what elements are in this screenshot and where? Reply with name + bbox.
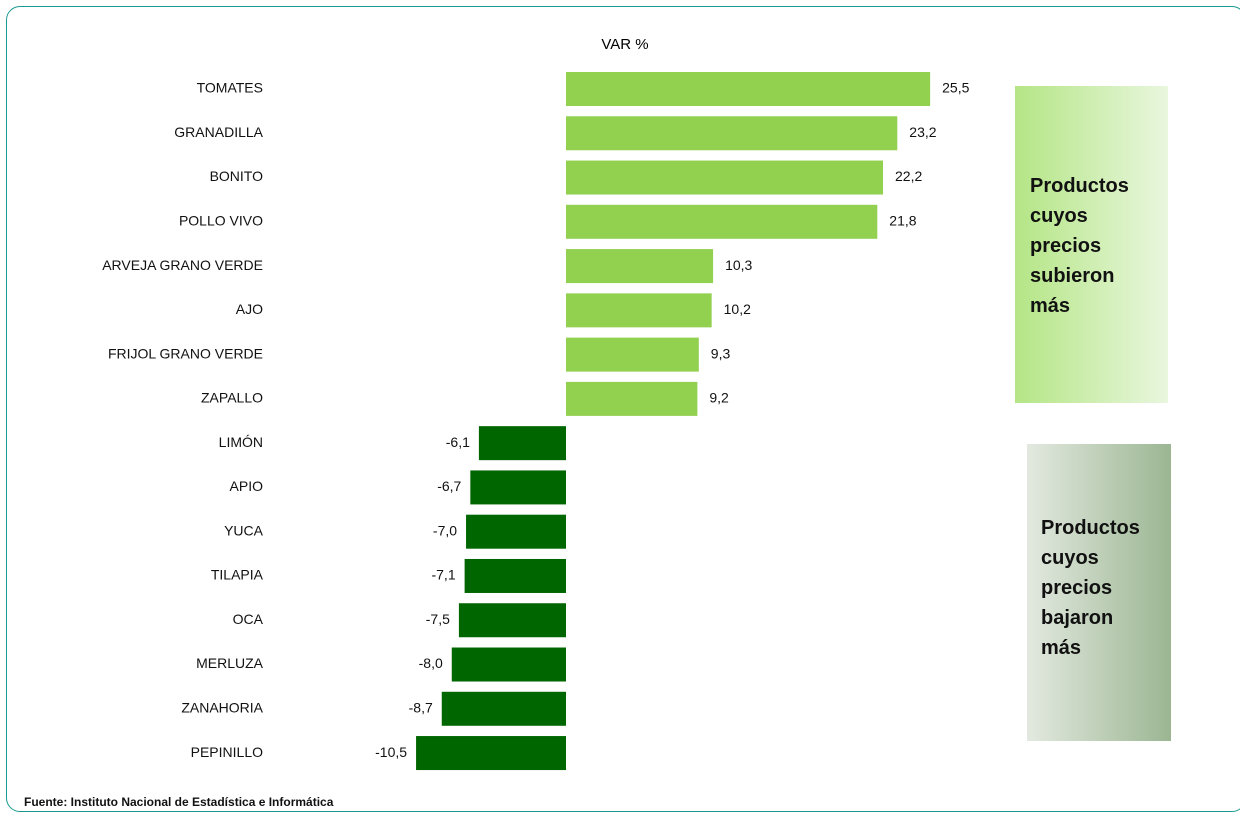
category-label: TILAPIA (211, 567, 264, 583)
value-label: 25,5 (942, 80, 969, 96)
value-label: 23,2 (909, 124, 936, 140)
bar (566, 249, 714, 284)
bar (566, 160, 884, 195)
value-label: 10,2 (724, 301, 751, 317)
value-label: 9,3 (711, 345, 731, 361)
annotation-box: Productos cuyos precios bajaron más (1027, 444, 1171, 741)
bar (566, 116, 898, 151)
bar (566, 204, 878, 239)
chart-title: VAR % (601, 36, 648, 53)
category-label: ARVEJA GRANO VERDE (102, 257, 263, 273)
value-label: 21,8 (889, 213, 916, 229)
category-label: AJO (236, 301, 263, 317)
bar (470, 470, 566, 505)
bar (466, 514, 566, 549)
annotation: Productos cuyos precios subieron más (1030, 175, 1129, 317)
category-label: OCA (233, 611, 264, 627)
bar (464, 558, 566, 593)
category-label: POLLO VIVO (179, 213, 263, 229)
frame (6, 6, 1240, 812)
annotation-box: Productos cuyos precios subieron más (1015, 86, 1168, 403)
value-label: 22,2 (895, 168, 922, 184)
bar (451, 647, 566, 682)
category-label: MERLUZA (196, 655, 264, 671)
category-label: BONITO (210, 168, 264, 184)
value-label: -7,0 (433, 522, 457, 538)
value-label: -7,5 (426, 611, 450, 627)
bar (566, 381, 698, 416)
category-label: ZAPALLO (201, 390, 263, 406)
value-label: -6,7 (437, 478, 461, 494)
category-label: APIO (230, 478, 264, 494)
category-label: LIMÓN (219, 434, 263, 450)
bar (441, 691, 566, 726)
bar (478, 426, 566, 461)
category-label: TOMATES (197, 80, 263, 96)
source: Fuente: Instituto Nacional de Estadístic… (24, 795, 334, 809)
bar (416, 736, 566, 771)
value-label: -10,5 (375, 744, 407, 760)
bar (566, 72, 931, 106)
bar (458, 603, 566, 638)
bar (566, 293, 712, 328)
category-label: PEPINILLO (191, 744, 263, 760)
category-label: GRANADILLA (174, 124, 263, 140)
value-label: -8,7 (409, 699, 433, 715)
value-label: -7,1 (431, 567, 455, 583)
category-label: FRIJOL GRANO VERDE (108, 345, 263, 361)
bar (566, 337, 699, 372)
category-label: ZANAHORIA (181, 699, 263, 715)
category-label: YUCA (224, 522, 264, 538)
value-label: 9,2 (709, 390, 729, 406)
annotation: Productos cuyos precios bajaron más (1041, 517, 1140, 659)
value-label: 10,3 (725, 257, 752, 273)
value-label: -6,1 (446, 434, 470, 450)
value-label: -8,0 (419, 655, 443, 671)
